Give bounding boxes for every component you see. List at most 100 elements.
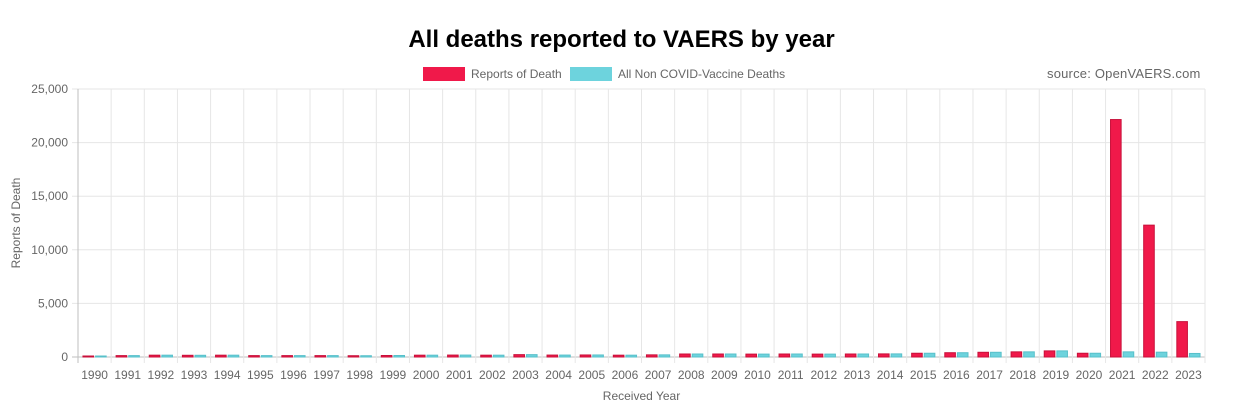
x-tick-label: 1998 xyxy=(346,368,373,382)
bar-non-covid-deaths-2014 xyxy=(890,353,903,358)
bar-non-covid-deaths-2000 xyxy=(426,354,439,358)
x-tick-label: 2015 xyxy=(910,368,937,382)
x-tick-label: 1991 xyxy=(114,368,141,382)
bar-reports-of-death-1998 xyxy=(347,355,360,358)
bar-reports-of-death-2006 xyxy=(612,354,625,358)
x-tick-label: 1992 xyxy=(148,368,175,382)
bar-non-covid-deaths-2017 xyxy=(990,351,1002,358)
bar-reports-of-death-2016 xyxy=(944,352,956,358)
bar-reports-of-death-2002 xyxy=(480,354,492,358)
bar-non-covid-deaths-1997 xyxy=(327,355,339,358)
x-tick-label: 1999 xyxy=(380,368,407,382)
legend-swatch-reports-of-death xyxy=(423,67,465,81)
bar-reports-of-death-2008 xyxy=(679,353,691,358)
bar-non-covid-deaths-1995 xyxy=(260,355,273,358)
x-tick-label: 2009 xyxy=(711,368,738,382)
bar-reports-of-death-2017 xyxy=(977,351,990,358)
bar-non-covid-deaths-1994 xyxy=(227,354,240,358)
bar-reports-of-death-2013 xyxy=(844,353,857,358)
bar-reports-of-death-1995 xyxy=(248,355,260,358)
x-tick-label: 2019 xyxy=(1042,368,1069,382)
bar-non-covid-deaths-2005 xyxy=(592,354,604,358)
x-tick-label: 1993 xyxy=(181,368,208,382)
bar-non-covid-deaths-2008 xyxy=(691,353,704,358)
legend: Reports of Death All Non COVID-Vaccine D… xyxy=(0,65,1243,83)
bar-reports-of-death-2005 xyxy=(579,354,592,358)
x-tick-label: 2018 xyxy=(1009,368,1036,382)
bar-reports-of-death-2019 xyxy=(1043,350,1056,358)
bar-reports-of-death-2022 xyxy=(1143,224,1155,358)
x-tick-label: 2013 xyxy=(844,368,871,382)
bar-non-covid-deaths-2012 xyxy=(824,353,836,358)
legend-label-non-covid-deaths: All Non COVID-Vaccine Deaths xyxy=(618,67,786,81)
bar-non-covid-deaths-1992 xyxy=(161,354,173,358)
bar-non-covid-deaths-2019 xyxy=(1056,350,1068,358)
bar-reports-of-death-1992 xyxy=(148,354,161,358)
y-tick-label: 10,000 xyxy=(31,243,68,257)
bar-reports-of-death-2001 xyxy=(447,354,459,358)
y-tick-label: 0 xyxy=(61,350,68,364)
bar-reports-of-death-2015 xyxy=(911,352,923,358)
x-tick-label: 2014 xyxy=(877,368,904,382)
bar-reports-of-death-1993 xyxy=(181,354,194,358)
bar-non-covid-deaths-2004 xyxy=(559,354,571,358)
bar-non-covid-deaths-2007 xyxy=(658,354,671,358)
x-tick-label: 2021 xyxy=(1109,368,1136,382)
y-tick-label: 25,000 xyxy=(31,82,68,96)
bar-non-covid-deaths-2016 xyxy=(956,352,969,358)
x-tick-label: 2011 xyxy=(778,368,804,382)
x-tick-label: 2005 xyxy=(578,368,605,382)
x-tick-label: 2002 xyxy=(479,368,506,382)
y-tick-label: 5,000 xyxy=(38,296,68,310)
bar-non-covid-deaths-2006 xyxy=(625,354,638,358)
bar-non-covid-deaths-2009 xyxy=(724,353,737,358)
bar-reports-of-death-2018 xyxy=(1010,351,1023,358)
x-tick-label: 1996 xyxy=(280,368,307,382)
bar-non-covid-deaths-1998 xyxy=(360,355,372,358)
legend-label-reports-of-death: Reports of Death xyxy=(471,67,562,81)
legend-item-non-covid-deaths[interactable]: All Non COVID-Vaccine Deaths xyxy=(570,65,785,83)
bar-reports-of-death-1990 xyxy=(82,355,95,358)
legend-item-reports-of-death[interactable]: Reports of Death xyxy=(423,65,562,83)
bar-reports-of-death-2010 xyxy=(745,353,758,358)
bar-non-covid-deaths-2011 xyxy=(791,353,803,358)
x-tick-label: 1997 xyxy=(313,368,340,382)
bar-non-covid-deaths-1993 xyxy=(194,354,207,358)
bar-non-covid-deaths-2013 xyxy=(857,353,870,358)
bar-reports-of-death-1991 xyxy=(115,355,128,358)
x-tick-label: 2001 xyxy=(446,368,473,382)
x-tick-label: 2004 xyxy=(545,368,572,382)
y-tick-label: 15,000 xyxy=(31,189,68,203)
x-axis-title: Received Year xyxy=(603,389,680,403)
x-tick-label: 1995 xyxy=(247,368,274,382)
source-note: source: OpenVAERS.com xyxy=(1047,66,1201,81)
x-tick-label: 2022 xyxy=(1142,368,1169,382)
bar-reports-of-death-1996 xyxy=(281,355,293,358)
bar-non-covid-deaths-2002 xyxy=(492,354,505,358)
y-tick-label: 20,000 xyxy=(31,136,68,150)
bar-reports-of-death-2021 xyxy=(1110,119,1122,358)
bar-reports-of-death-2007 xyxy=(645,354,658,358)
x-tick-label: 1994 xyxy=(214,368,241,382)
bar-non-covid-deaths-2003 xyxy=(525,354,538,358)
bar-non-covid-deaths-1996 xyxy=(293,355,306,358)
chart-title: All deaths reported to VAERS by year xyxy=(408,26,835,53)
x-tick-label: 2023 xyxy=(1175,368,1202,382)
bar-reports-of-death-2009 xyxy=(712,353,724,358)
bar-non-covid-deaths-1990 xyxy=(95,355,107,358)
bar-reports-of-death-2014 xyxy=(877,353,890,358)
bar-reports-of-death-2020 xyxy=(1076,352,1089,358)
bar-non-covid-deaths-2001 xyxy=(459,354,472,358)
bar-reports-of-death-1997 xyxy=(314,355,327,358)
bar-non-covid-deaths-2023 xyxy=(1188,352,1201,358)
bar-reports-of-death-2003 xyxy=(513,354,525,358)
x-tick-label: 2012 xyxy=(810,368,837,382)
y-axis-title: Reports of Death xyxy=(9,178,23,269)
bar-reports-of-death-1994 xyxy=(215,354,227,358)
bar-reports-of-death-2011 xyxy=(778,353,791,358)
bar-reports-of-death-1999 xyxy=(380,354,393,358)
x-tick-label: 2017 xyxy=(976,368,1003,382)
bar-reports-of-death-2000 xyxy=(413,354,426,358)
x-tick-label: 2016 xyxy=(943,368,970,382)
